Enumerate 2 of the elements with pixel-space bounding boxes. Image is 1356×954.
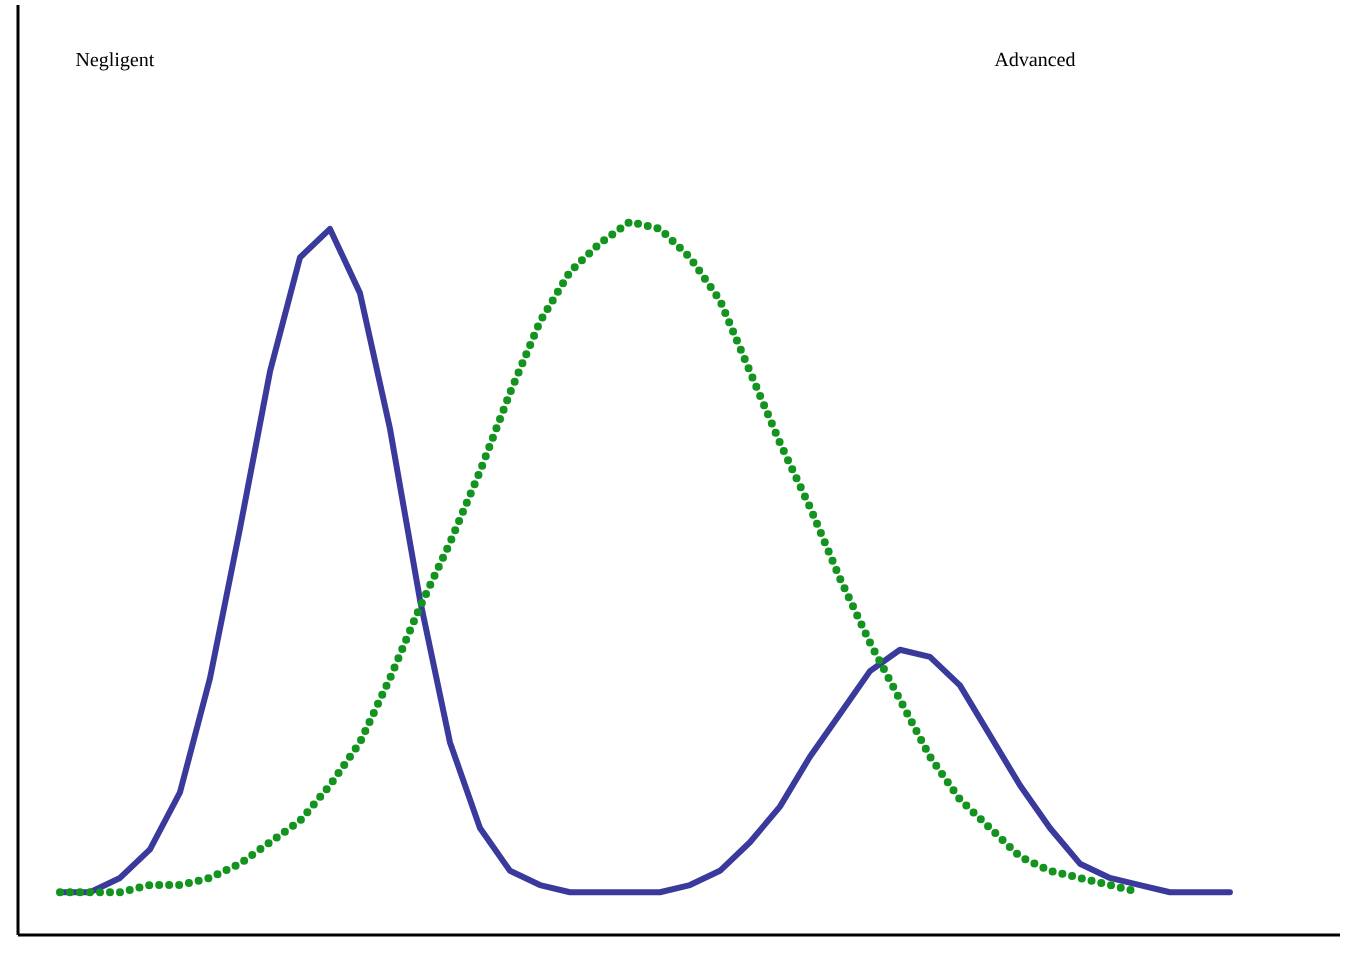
text: Advanced: [994, 52, 1076, 67]
text: Negligent: [76, 52, 155, 71]
